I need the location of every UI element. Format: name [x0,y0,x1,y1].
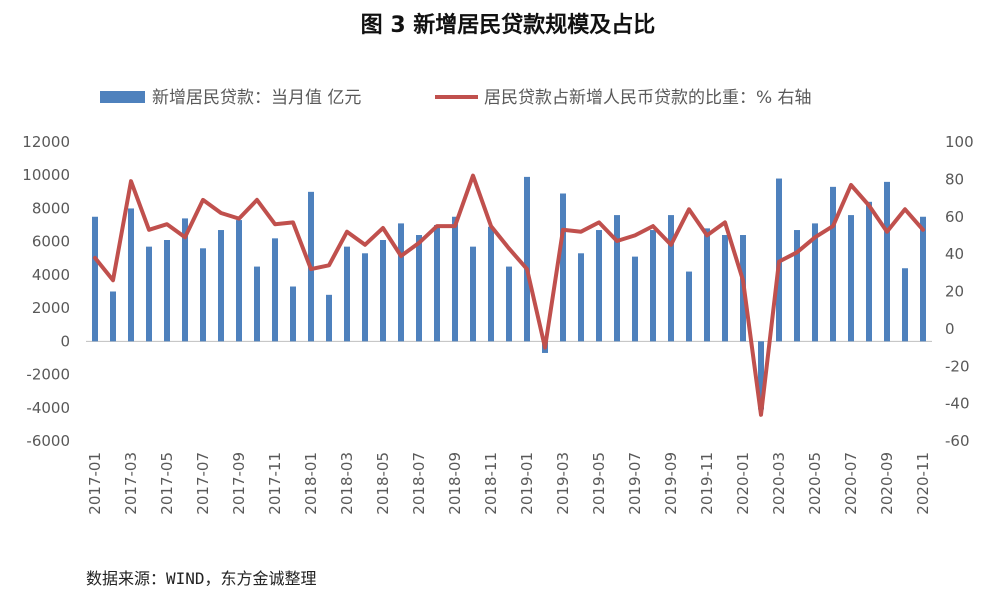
bar [524,176,530,342]
y-right-tick-label: 0 [945,320,955,338]
bar [398,223,404,342]
x-tick-label: 2020-03 [770,452,788,515]
x-tick-label: 2020-05 [806,452,824,515]
y-left-tick-label: 2000 [32,299,70,317]
y-left-tick-label: 6000 [32,233,70,251]
legend-line-label: 居民贷款占新增人民币贷款的比重：% 右轴 [484,88,812,108]
y-left-tick-label: -6000 [26,432,70,450]
bar [506,266,512,342]
y-right-tick-label: -20 [945,357,970,375]
bar [218,230,224,342]
bar [614,215,620,342]
bar [884,181,890,342]
source-note: 数据来源：WIND，东方金诚整理 [86,569,317,588]
x-tick-label: 2018-09 [446,452,464,515]
x-tick-label: 2020-11 [914,452,932,515]
y-left-tick-label: 4000 [32,266,70,284]
bar [470,246,476,342]
y-left-tick-label: 8000 [32,199,70,217]
x-tick-label: 2017-03 [122,452,140,515]
y-right-tick-label: 20 [945,283,964,301]
bar [164,240,170,342]
x-tick-label: 2017-01 [86,452,104,515]
x-tick-label: 2017-11 [266,452,284,515]
legend-bar-swatch [100,91,145,103]
x-tick-label: 2019-01 [518,452,536,515]
bar [866,201,872,342]
y-left-tick-label: 0 [60,332,70,350]
bar [758,341,764,410]
x-tick-label: 2019-05 [590,452,608,515]
bar [902,268,908,342]
bar [272,238,278,342]
x-tick-label: 2020-09 [878,452,896,515]
x-tick-label: 2020-07 [842,452,860,515]
bar [794,230,800,342]
bar [650,230,656,342]
x-tick-label: 2018-01 [302,452,320,515]
bar [668,215,674,342]
y-left-tick-label: 12000 [22,133,70,151]
bar [596,230,602,342]
bar [452,216,458,342]
x-tick-label: 2018-07 [410,452,428,515]
x-tick-label: 2020-01 [734,452,752,515]
bar [362,253,368,342]
x-tick-label: 2019-11 [698,452,716,515]
line-series [93,173,925,417]
bar [254,266,260,342]
bar [578,253,584,342]
x-tick-label: 2017-05 [158,452,176,515]
y-right-tick-label: 40 [945,245,964,263]
y-left-tick-label: -2000 [26,366,70,384]
bar [722,235,728,342]
bar [182,218,188,342]
bar [704,228,710,342]
bar [632,256,638,342]
bar [920,216,926,342]
bar [326,294,332,342]
bar [380,240,386,342]
bar [686,271,692,342]
y-right-tick-label: -60 [945,432,970,450]
y-right-tick-label: -40 [945,395,970,413]
legend: 新增居民贷款：当月值 亿元 居民贷款占新增人民币贷款的比重：% 右轴 [100,88,812,108]
bar [92,216,98,342]
x-tick-label: 2019-07 [626,452,644,515]
bar [416,235,422,342]
y-left-tick-label: 10000 [22,166,70,184]
bar [128,208,134,342]
bar [236,220,242,342]
bar [344,246,350,342]
x-tick-label: 2018-03 [338,452,356,515]
y-right-tick-label: 60 [945,208,964,226]
legend-bar-label: 新增居民贷款：当月值 亿元 [152,88,361,108]
bar [488,226,494,342]
bar [560,193,566,342]
bar [110,291,116,342]
y-left-tick-label: -4000 [26,399,70,417]
bar [434,225,440,342]
x-tick-label: 2017-07 [194,452,212,515]
y-right-tick-label: 100 [945,133,974,151]
chart-title: 图 3 新增居民贷款规模及占比 [361,12,656,38]
x-tick-label: 2018-11 [482,452,500,515]
bar [812,223,818,342]
x-tick-label: 2018-05 [374,452,392,515]
bar [146,246,152,342]
y-right-tick-label: 80 [945,170,964,188]
x-tick-label: 2017-09 [230,452,248,515]
plot-area: -6000 -4000 -2000 0 2000 4000 6000 8000 10000 120… [22,133,973,515]
bar [200,248,206,342]
bar [830,186,836,342]
bar [290,286,296,342]
x-tick-label: 2019-03 [554,452,572,515]
bar [848,215,854,342]
x-tick-label: 2019-09 [662,452,680,515]
